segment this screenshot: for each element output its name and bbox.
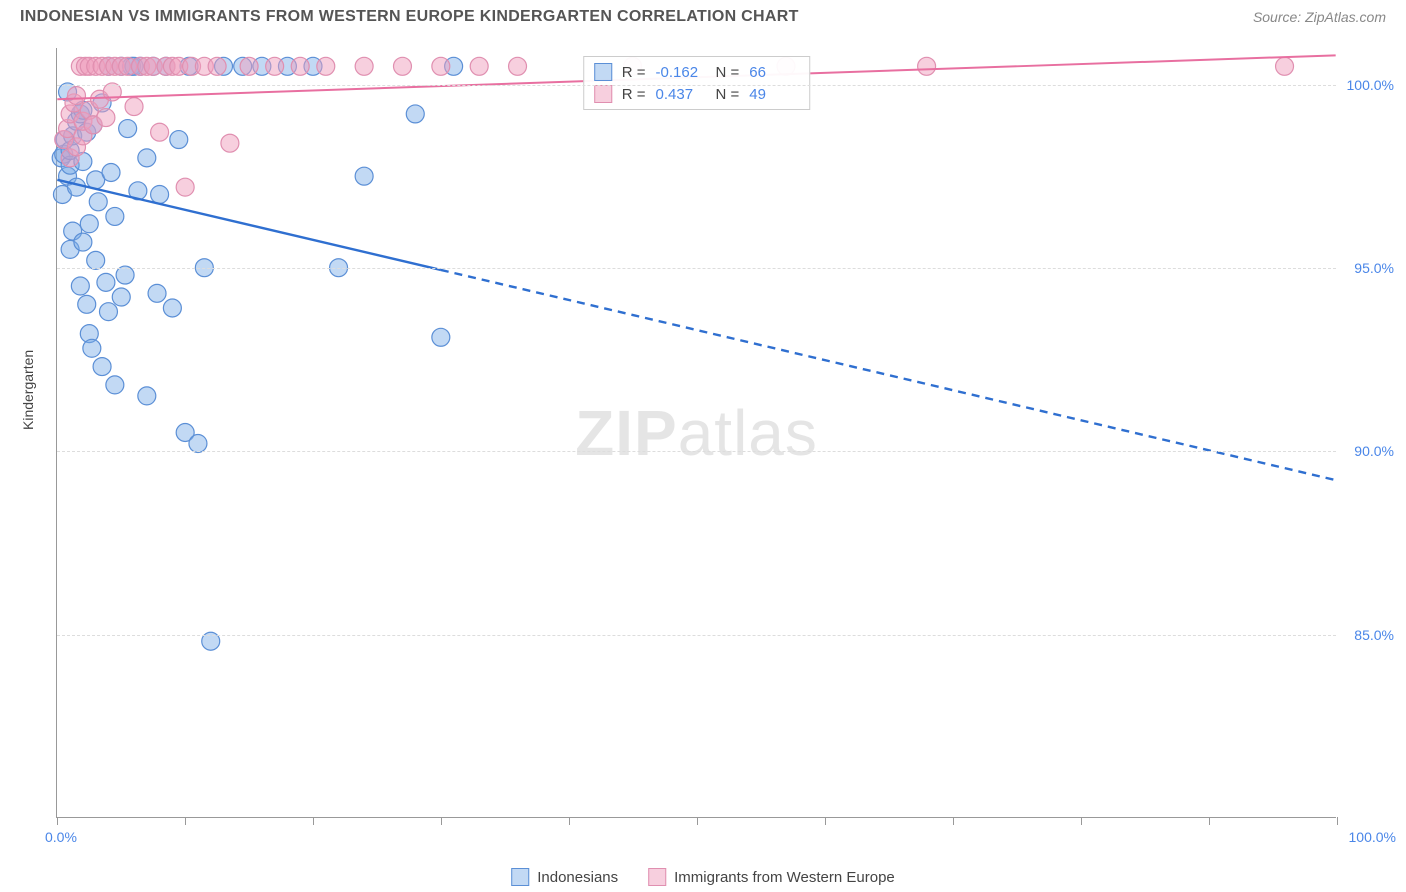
legend-swatch (511, 868, 529, 886)
data-point (119, 120, 137, 138)
trend-line-dashed (441, 270, 1336, 480)
data-point (432, 328, 450, 346)
data-point (918, 57, 936, 75)
gridline (57, 85, 1336, 86)
y-tick-label: 100.0% (1347, 77, 1394, 93)
gridline (57, 635, 1336, 636)
data-point (138, 387, 156, 405)
legend-label: Indonesians (537, 869, 618, 886)
data-point (89, 193, 107, 211)
data-point (509, 57, 527, 75)
data-point (99, 303, 117, 321)
x-tick (313, 817, 314, 825)
data-point (106, 207, 124, 225)
data-point (291, 57, 309, 75)
legend-item: Immigrants from Western Europe (648, 868, 895, 886)
correlation-stats-box: R = -0.162 N = 66 R = 0.437 N = 49 (583, 56, 811, 110)
title-bar: INDONESIAN VS IMMIGRANTS FROM WESTERN EU… (0, 0, 1406, 30)
stat-r-value: -0.162 (656, 64, 706, 81)
chart-title: INDONESIAN VS IMMIGRANTS FROM WESTERN EU… (20, 8, 799, 26)
data-point (1276, 57, 1294, 75)
legend-label: Immigrants from Western Europe (674, 869, 895, 886)
data-point (71, 277, 89, 295)
data-point (106, 376, 124, 394)
data-point (148, 284, 166, 302)
data-point (189, 434, 207, 452)
scatter-svg (57, 48, 1336, 817)
y-axis-label: Kindergarten (20, 350, 36, 430)
stat-n-value: 49 (749, 86, 799, 103)
data-point (355, 167, 373, 185)
x-axis-max-label: 100.0% (1349, 829, 1396, 845)
data-point (317, 57, 335, 75)
stat-n-label: N = (716, 86, 740, 103)
x-tick (697, 817, 698, 825)
data-point (266, 57, 284, 75)
data-point (470, 57, 488, 75)
y-tick-label: 85.0% (1354, 627, 1394, 643)
legend-item: Indonesians (511, 868, 618, 886)
data-point (112, 288, 130, 306)
x-tick (185, 817, 186, 825)
data-point (68, 87, 86, 105)
stat-row: R = 0.437 N = 49 (594, 83, 800, 105)
legend: Indonesians Immigrants from Western Europ… (511, 868, 895, 886)
stat-n-value: 66 (749, 64, 799, 81)
data-point (97, 273, 115, 291)
x-tick (57, 817, 58, 825)
source-attribution: Source: ZipAtlas.com (1253, 9, 1386, 25)
x-tick (1337, 817, 1338, 825)
stat-r-value: 0.437 (656, 86, 706, 103)
data-point (74, 233, 92, 251)
x-tick (441, 817, 442, 825)
x-tick (825, 817, 826, 825)
x-tick (1081, 817, 1082, 825)
stat-row: R = -0.162 N = 66 (594, 61, 800, 83)
stat-r-label: R = (622, 86, 646, 103)
stat-swatch (594, 63, 612, 81)
x-tick (1209, 817, 1210, 825)
legend-swatch (648, 868, 666, 886)
data-point (208, 57, 226, 75)
stat-swatch (594, 85, 612, 103)
data-point (151, 123, 169, 141)
data-point (176, 178, 194, 196)
y-tick-label: 95.0% (1354, 260, 1394, 276)
data-point (151, 185, 169, 203)
data-point (102, 164, 120, 182)
chart-plot-area: ZIPatlas R =-0.162N =66R =0.437N =49 0.0… (56, 48, 1336, 818)
data-point (83, 339, 101, 357)
data-point (78, 295, 96, 313)
data-point (393, 57, 411, 75)
gridline (57, 451, 1336, 452)
data-point (125, 98, 143, 116)
data-point (87, 251, 105, 269)
gridline (57, 268, 1336, 269)
data-point (221, 134, 239, 152)
data-point (355, 57, 373, 75)
data-point (97, 109, 115, 127)
data-point (406, 105, 424, 123)
data-point (240, 57, 258, 75)
x-tick (569, 817, 570, 825)
data-point (93, 358, 111, 376)
data-point (80, 215, 98, 233)
stat-r-label: R = (622, 64, 646, 81)
y-tick-label: 90.0% (1354, 443, 1394, 459)
data-point (170, 131, 188, 149)
x-axis-min-label: 0.0% (45, 829, 77, 845)
data-point (432, 57, 450, 75)
data-point (68, 178, 86, 196)
x-tick (953, 817, 954, 825)
stat-n-label: N = (716, 64, 740, 81)
data-point (163, 299, 181, 317)
data-point (138, 149, 156, 167)
